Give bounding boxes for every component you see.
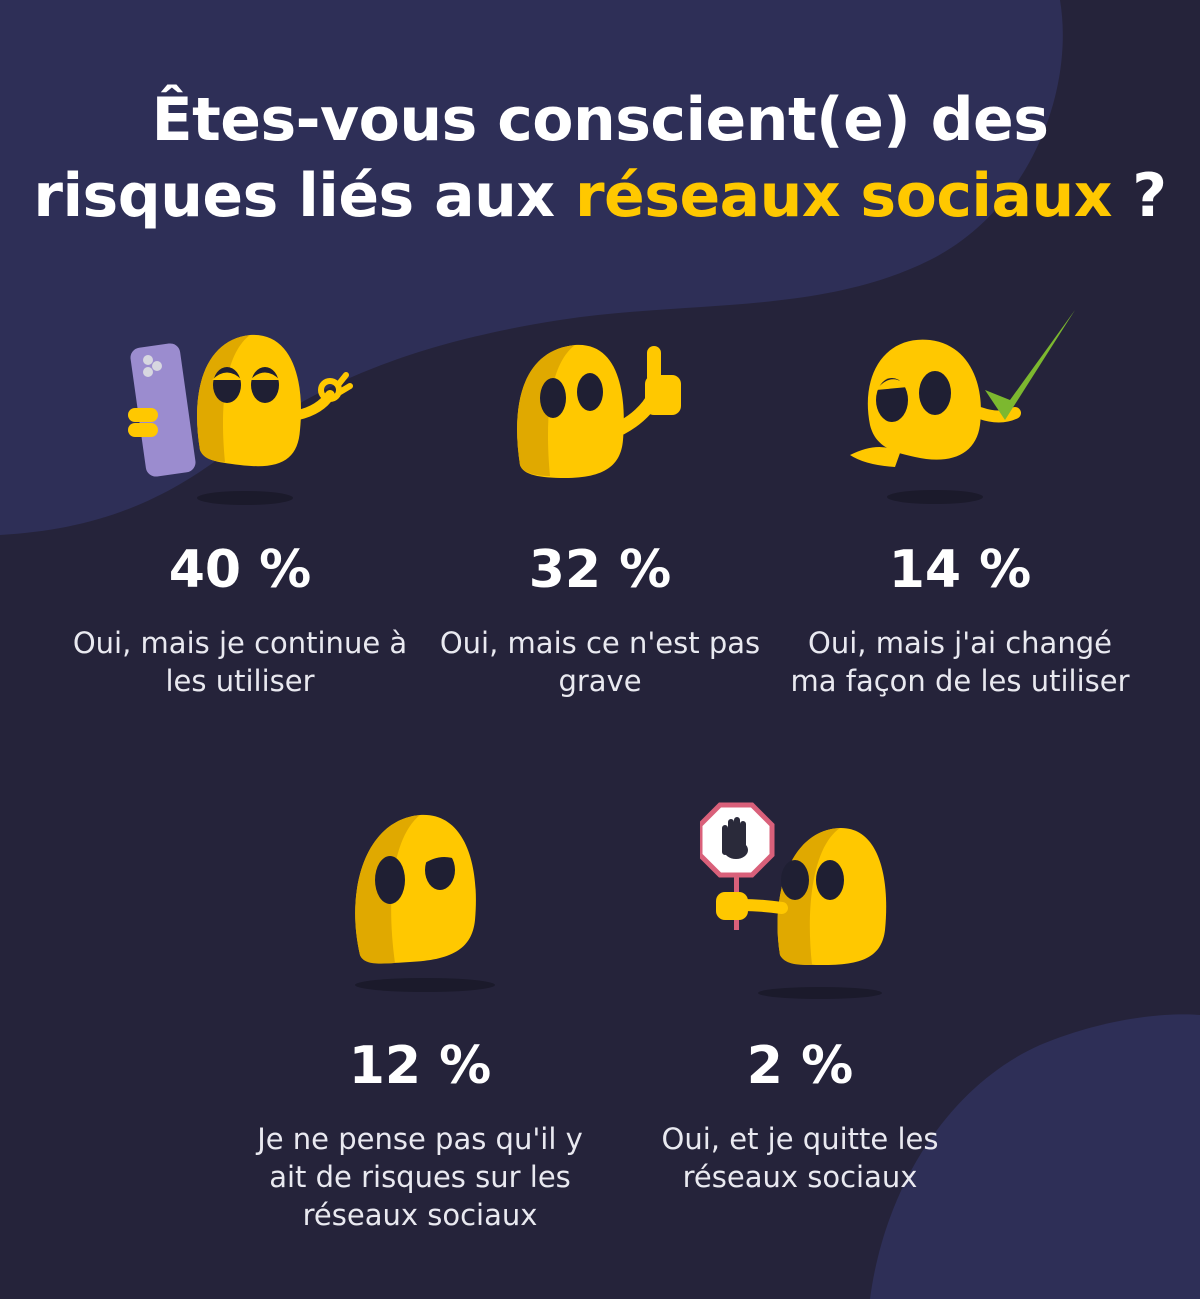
page-title: Êtes-vous conscient(e) des risques liés … [0,82,1200,234]
stat-percent: 12 % [348,1036,492,1096]
mascot-thumbs-up-icon [517,344,681,478]
stat-percent: 2 % [746,1036,854,1096]
title-prefix: risques liés aux [33,161,555,231]
stat-percent: 40 % [168,540,312,600]
stat-item: 14 % Oui, mais j'ai changé ma façon de l… [790,540,1130,700]
title-highlight: réseaux sociaux [574,161,1112,231]
title-suffix: ? [1132,161,1167,231]
stat-percent: 14 % [888,540,1032,600]
stat-label: Je ne pense pas qu'il y ait de risques s… [257,1122,583,1232]
stat-item: 2 % Oui, et je quitte les réseaux sociau… [630,1036,970,1196]
mascot-skeptical-icon [355,814,495,992]
stat-label: Oui, mais ce n'est pas grave [439,626,761,698]
mascot-checkmark-icon [850,310,1075,504]
bottom-right-blob [870,1014,1200,1299]
title-line-2: risques liés aux réseaux sociaux ? [0,158,1200,234]
stat-item: 12 % Je ne pense pas qu'il y ait de risq… [250,1036,590,1234]
mascot-stop-sign-icon [700,802,887,999]
stat-percent: 32 % [528,540,672,600]
title-line-1: Êtes-vous conscient(e) des [151,85,1049,155]
stat-item: 40 % Oui, mais je continue à les utilise… [70,540,410,700]
mascot-phone-ok-icon [128,334,353,505]
stat-label: Oui, mais je continue à les utiliser [72,626,408,698]
stat-label: Oui, mais j'ai changé ma façon de les ut… [790,626,1130,698]
stat-label: Oui, et je quitte les réseaux sociaux [661,1122,939,1194]
stat-item: 32 % Oui, mais ce n'est pas grave [430,540,770,700]
